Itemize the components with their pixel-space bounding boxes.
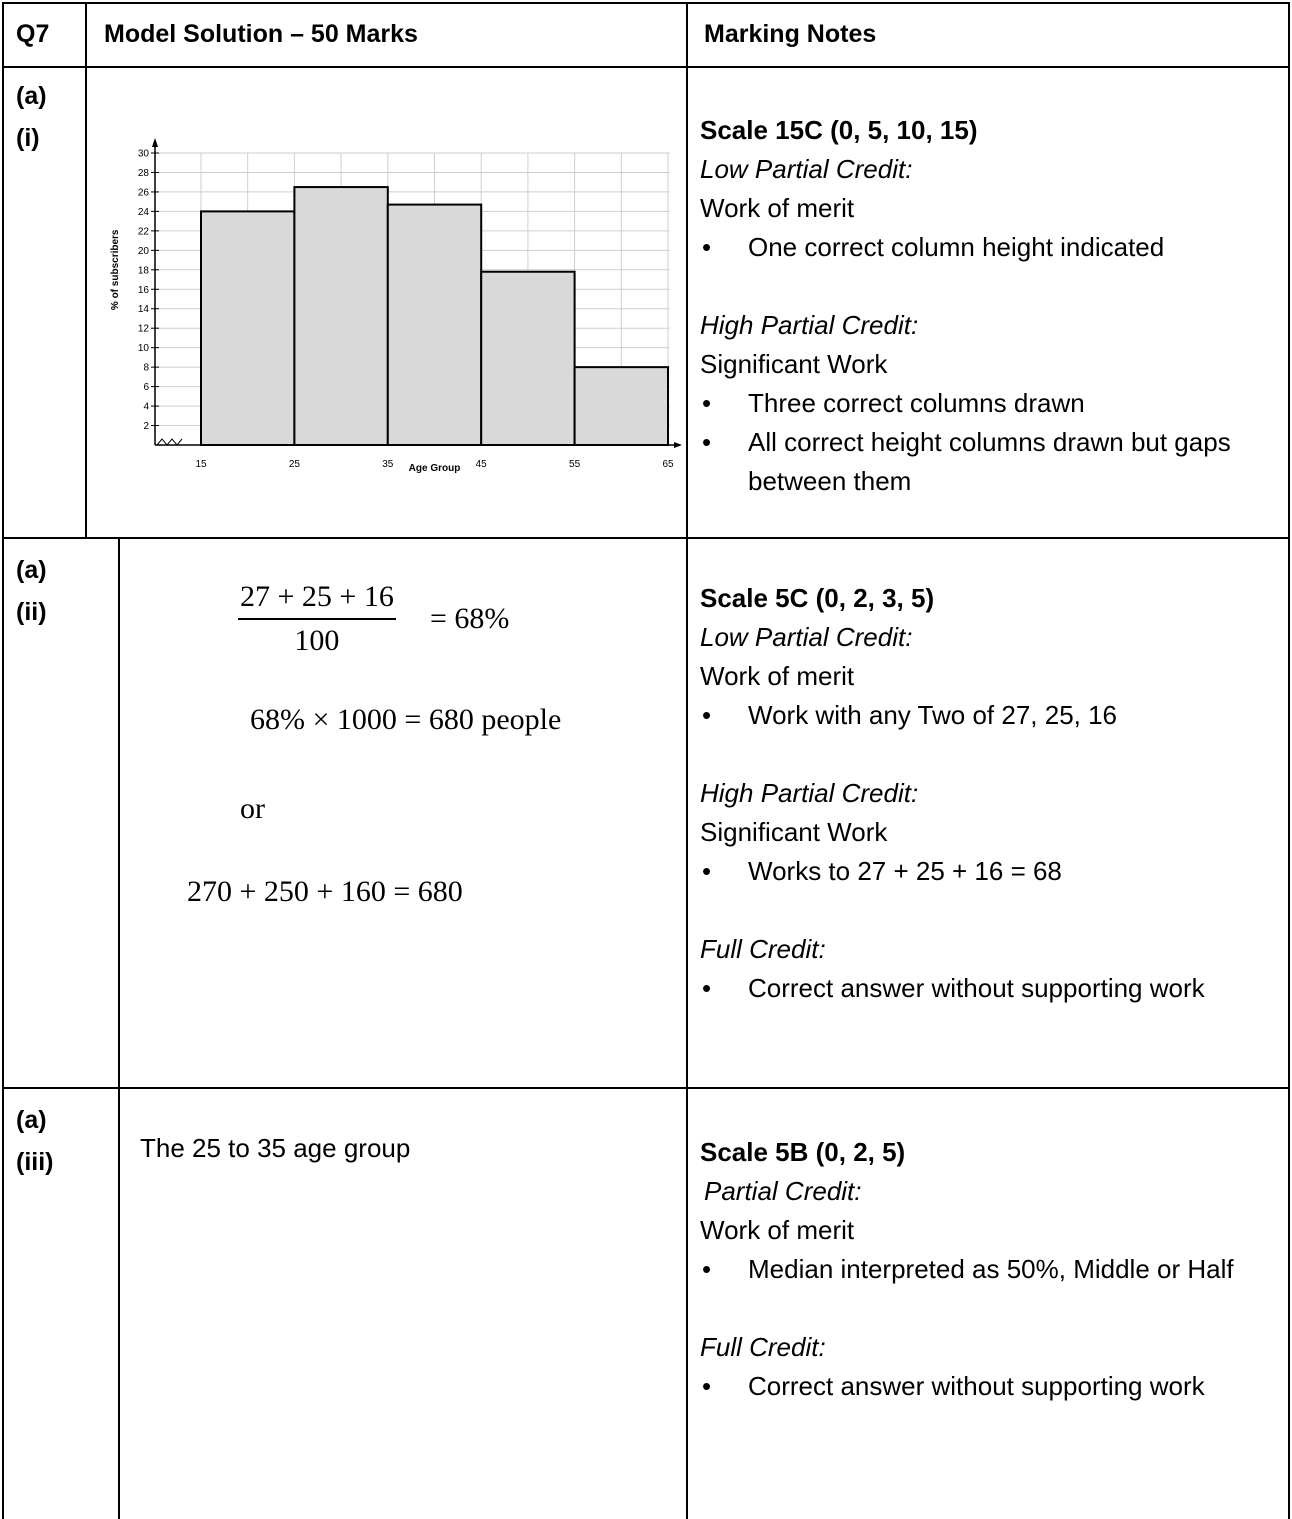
high-partial-label: High Partial Credit: [700,310,919,340]
y-axis-arrow [152,138,158,147]
high-partial-text: Significant Work [700,817,888,847]
row3-marking-notes: Scale 5B (0, 2, 5) Partial Credit: Work … [700,1133,1280,1406]
high-partial-text: Significant Work [700,349,888,379]
solution-line-2: 68% × 1000 = 680 people [250,703,562,736]
table-border-right [1288,2,1290,1519]
row1-marking-notes: Scale 15C (0, 5, 10, 15) Low Partial Cre… [700,111,1280,501]
header-solution-title: Model Solution – 50 Marks [104,20,418,48]
fraction: 27 + 25 + 16 100 [238,580,396,658]
x-tick-label: 25 [289,459,301,470]
full-credit-label: Full Credit: [700,1332,826,1362]
row2-part-label: (a) (ii) [16,556,47,626]
header-question: Q7 [16,20,50,48]
fraction-denominator: 100 [294,624,340,657]
y-tick-label: 8 [143,363,149,374]
partial-credit-text: Work of merit [700,1215,855,1245]
x-axis-arrow [674,442,682,448]
y-tick-label: 22 [138,226,150,237]
y-tick-label: 28 [138,168,150,179]
y-tick-label: 6 [143,382,149,393]
note-bullet: Correct answer without supporting work [700,1367,1280,1406]
note-bullet: One correct column height indicated [700,228,1280,267]
table-border-left [2,2,4,1519]
note-bullet: Three correct columns drawn [700,384,1280,423]
fraction-numerator: 27 + 25 + 16 [238,580,396,620]
label-col-divider-lower [118,538,120,1519]
notes-col-divider [686,2,688,1519]
y-tick-label: 20 [138,246,150,257]
row2-divider [2,1087,1290,1089]
row3-part-label: (a) (iii) [16,1106,54,1176]
y-tick-label: 14 [138,304,150,315]
histogram-bar [573,366,670,446]
partial-credit-label: Partial Credit: [704,1176,862,1206]
row2-marking-notes: Scale 5C (0, 2, 3, 5) Low Partial Credit… [700,579,1280,1008]
low-partial-label: Low Partial Credit: [700,154,913,184]
y-tick-label: 2 [143,421,149,432]
y-tick-label: 26 [138,187,150,198]
solution-answer: The 25 to 35 age group [140,1133,411,1163]
x-tick-label: 15 [195,459,207,470]
note-bullet: Work with any Two of 27, 25, 16 [700,696,1280,735]
high-partial-label: High Partial Credit: [700,778,919,808]
scale-label: Scale 15C (0, 5, 10, 15) [700,115,978,145]
note-bullet: Median interpreted as 50%, Middle or Hal… [700,1250,1280,1289]
y-tick-label: 4 [143,402,149,413]
y-tick-label: 12 [138,324,150,335]
x-tick-label: 65 [662,459,674,470]
header-divider [2,66,1290,68]
scale-label: Scale 5C (0, 2, 3, 5) [700,583,935,613]
histogram-bar [480,270,576,446]
y-tick-label: 10 [138,343,150,354]
y-tick-label: 24 [138,207,150,218]
low-partial-text: Work of merit [700,661,855,691]
header-notes-title: Marking Notes [704,20,877,48]
axis-break-mark [156,438,183,446]
solution-or: or [240,792,265,825]
x-tick-label: 55 [569,459,581,470]
y-axis-title: % of subscribers [110,229,121,310]
y-tick-label: 16 [138,285,150,296]
histogram-bar [200,210,296,447]
note-bullet: All correct height columns drawn but gap… [700,423,1280,501]
fraction-result: = 68% [430,602,510,635]
full-credit-label: Full Credit: [700,934,826,964]
y-tick-label: 18 [138,265,150,276]
y-tick-label: 30 [138,149,150,160]
x-axis-title: Age Group [409,463,461,474]
low-partial-label: Low Partial Credit: [700,622,913,652]
low-partial-text: Work of merit [700,193,855,223]
histogram-bar [293,186,389,446]
note-bullet: Correct answer without supporting work [700,969,1280,1008]
solution-line-3: 270 + 250 + 160 = 680 [187,875,463,908]
note-bullet: Works to 27 + 25 + 16 = 68 [700,852,1280,891]
row1-divider [2,537,1290,539]
x-tick-label: 45 [476,459,488,470]
label-col-divider-header [85,2,87,538]
table-border-top [2,2,1290,4]
histogram-bar [386,203,483,446]
x-tick-label: 35 [382,459,394,470]
row1-part-label: (a) (i) [16,82,47,152]
scale-label: Scale 5B (0, 2, 5) [700,1137,906,1167]
